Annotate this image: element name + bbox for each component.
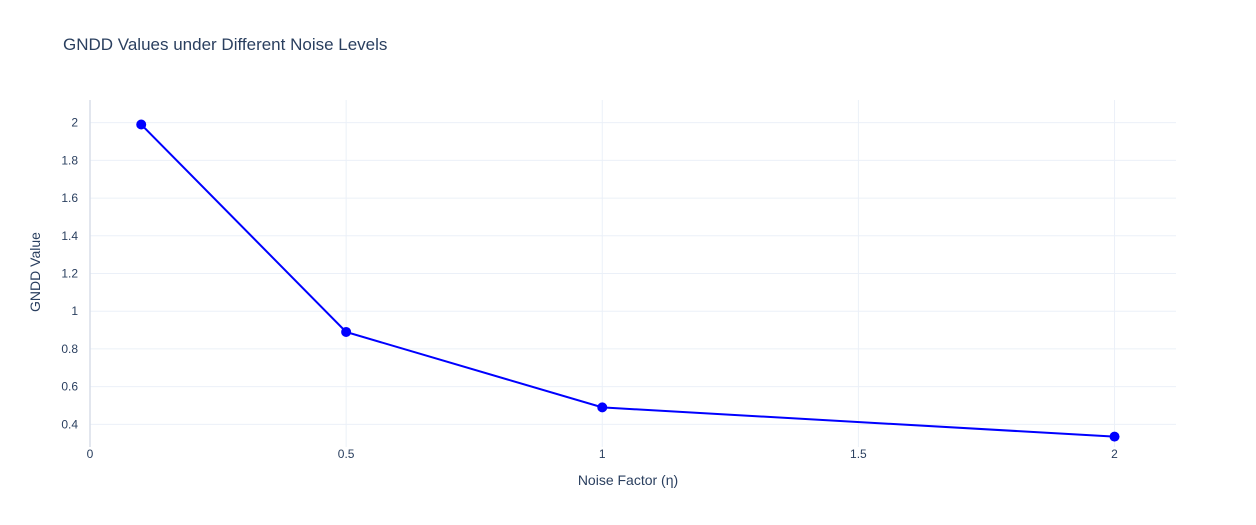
y-tick-label: 1: [71, 304, 78, 318]
y-tick-label: 1.6: [61, 191, 78, 205]
data-point[interactable]: [136, 119, 147, 130]
x-tick-label: 1: [599, 447, 606, 461]
data-point[interactable]: [597, 402, 608, 413]
grid-layer: [89, 100, 1176, 447]
x-tick-label: 2: [1111, 447, 1118, 461]
y-tick-label: 1.4: [61, 229, 78, 243]
y-tick-label: 1.2: [61, 267, 78, 281]
x-tick-label: 1.5: [850, 447, 867, 461]
chart-title: GNDD Values under Different Noise Levels: [63, 35, 387, 54]
series-layer: [136, 119, 1120, 442]
x-tick-label: 0: [87, 447, 94, 461]
y-tick-label: 0.4: [61, 417, 78, 431]
data-point[interactable]: [1109, 431, 1120, 442]
axis-layer: 0.4 0.6 0.8 1 1.2 1.4 1.6 1.8 2 0 0.5 1 1.5 2: [61, 116, 1118, 461]
y-tick-label: 2: [71, 116, 78, 130]
y-tick-label: 1.8: [61, 153, 78, 167]
series-line: [140, 123, 1115, 438]
y-axis-label: GNDD Value: [27, 232, 43, 312]
y-tick-label: 0.8: [61, 342, 78, 356]
x-tick-label: 0.5: [338, 447, 355, 461]
x-axis-label: Noise Factor (η): [578, 472, 678, 488]
data-point[interactable]: [341, 326, 352, 337]
y-tick-label: 0.6: [61, 380, 78, 394]
